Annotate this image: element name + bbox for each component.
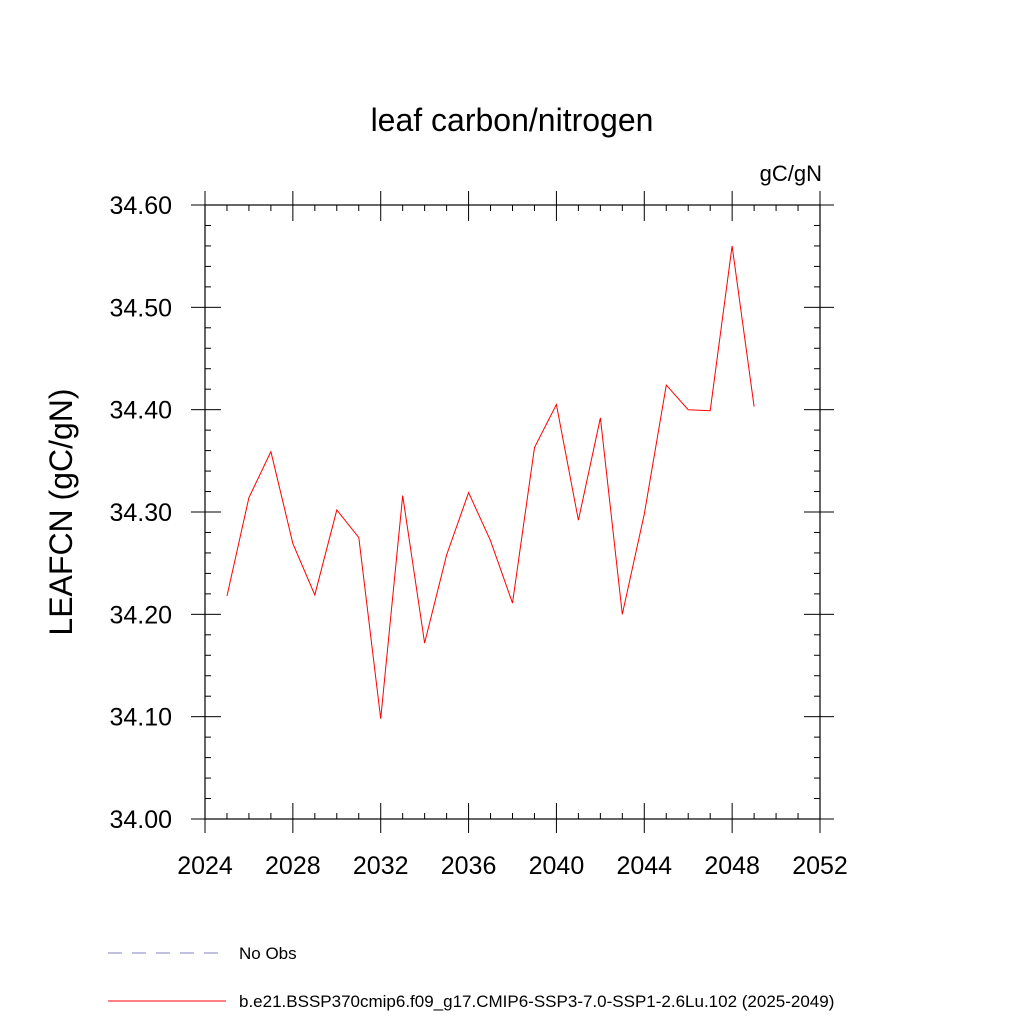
y-tick-label: 34.60 xyxy=(109,192,172,220)
legend-label: b.e21.BSSP370cmip6.f09_g17.CMIP6-SSP3-7.… xyxy=(239,992,834,1011)
legend-label: No Obs xyxy=(239,944,297,963)
x-tick-label: 2044 xyxy=(616,852,672,880)
y-axis-label: LEAFCN (gC/gN) xyxy=(43,388,79,635)
plot-frame xyxy=(204,204,821,820)
x-tick-label: 2040 xyxy=(529,852,585,880)
y-tick-label: 34.00 xyxy=(109,806,172,834)
y-tick-label: 34.50 xyxy=(109,294,172,322)
x-tick-label: 2032 xyxy=(353,852,409,880)
axis-ticks xyxy=(191,191,834,833)
chart-title: leaf carbon/nitrogen xyxy=(371,102,654,138)
x-tick-label: 2024 xyxy=(177,852,233,880)
y-tick-label: 34.30 xyxy=(109,499,172,527)
x-tick-label: 2036 xyxy=(441,852,497,880)
axis-tick-labels: 2024 2028 2032 2036 2040 2044 2048 2052 34.00 34.… xyxy=(109,192,847,880)
y-tick-label: 34.20 xyxy=(109,601,172,629)
y-tick-label: 34.40 xyxy=(109,397,172,425)
x-tick-label: 2028 xyxy=(265,852,321,880)
legend: No Obs b.e21.BSSP370cmip6.f09_g17.CMIP6-S… xyxy=(108,944,834,1011)
series-layer xyxy=(226,245,755,719)
unit-label: gC/gN xyxy=(760,161,822,186)
x-tick-label: 2052 xyxy=(792,852,848,880)
series-line xyxy=(226,245,755,719)
y-tick-label: 34.10 xyxy=(109,704,172,732)
x-tick-label: 2048 xyxy=(704,852,760,880)
